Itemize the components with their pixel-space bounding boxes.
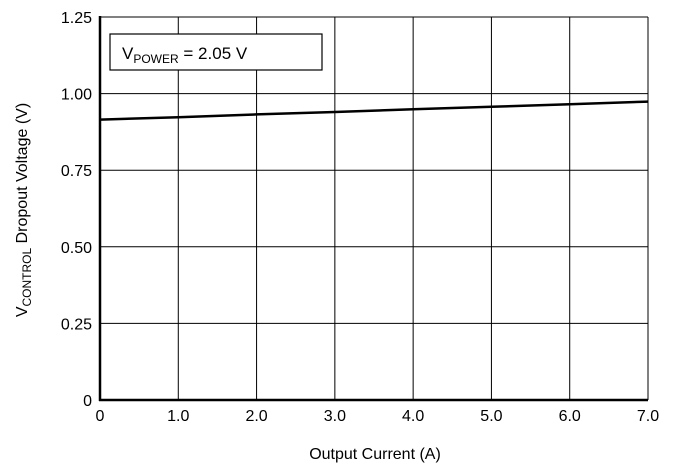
x-axis-title: Output Current (A)	[309, 446, 441, 463]
x-tick-label: 0	[96, 408, 105, 425]
y-axis-title-rest: Dropout Voltage (V)	[14, 103, 31, 248]
y-tick-label: 0	[83, 393, 92, 410]
x-tick-label: 7.0	[637, 408, 659, 425]
y-tick-label: 1.25	[61, 10, 92, 27]
x-tick-label: 3.0	[324, 408, 346, 425]
annotation-box	[109, 33, 323, 71]
series-layer	[99, 100, 649, 121]
grid	[100, 17, 648, 400]
x-tick-label: 5.0	[480, 408, 502, 425]
y-axis-title-sub: CONTROL	[20, 247, 34, 306]
series-line	[99, 100, 649, 121]
x-tick-label: 6.0	[559, 408, 581, 425]
x-tick-label: 1.0	[167, 408, 189, 425]
y-tick-label: 0.50	[61, 240, 92, 257]
annotation-base: V	[122, 44, 134, 63]
annotation-text: VPOWER = 2.05 V	[122, 44, 248, 66]
y-axis-title: VCONTROL Dropout Voltage (V)	[14, 103, 34, 317]
annotation-rest: = 2.05 V	[179, 44, 248, 63]
y-tick-labels: 0 0.25 0.50 0.75 1.00 1.25	[61, 10, 92, 410]
y-tick-label: 0.75	[61, 163, 92, 180]
y-axis-title-base: V	[14, 306, 31, 317]
annotation: VPOWER = 2.05 V	[109, 33, 323, 71]
x-tick-labels: 0 1.0 2.0 3.0 4.0 5.0 6.0 7.0	[96, 408, 660, 425]
x-tick-label: 4.0	[402, 408, 424, 425]
plot-frame	[98, 16, 649, 402]
y-tick-label: 1.00	[61, 87, 92, 104]
y-tick-label: 0.25	[61, 316, 92, 333]
x-tick-label: 2.0	[245, 408, 267, 425]
annotation-sub: POWER	[133, 52, 179, 66]
